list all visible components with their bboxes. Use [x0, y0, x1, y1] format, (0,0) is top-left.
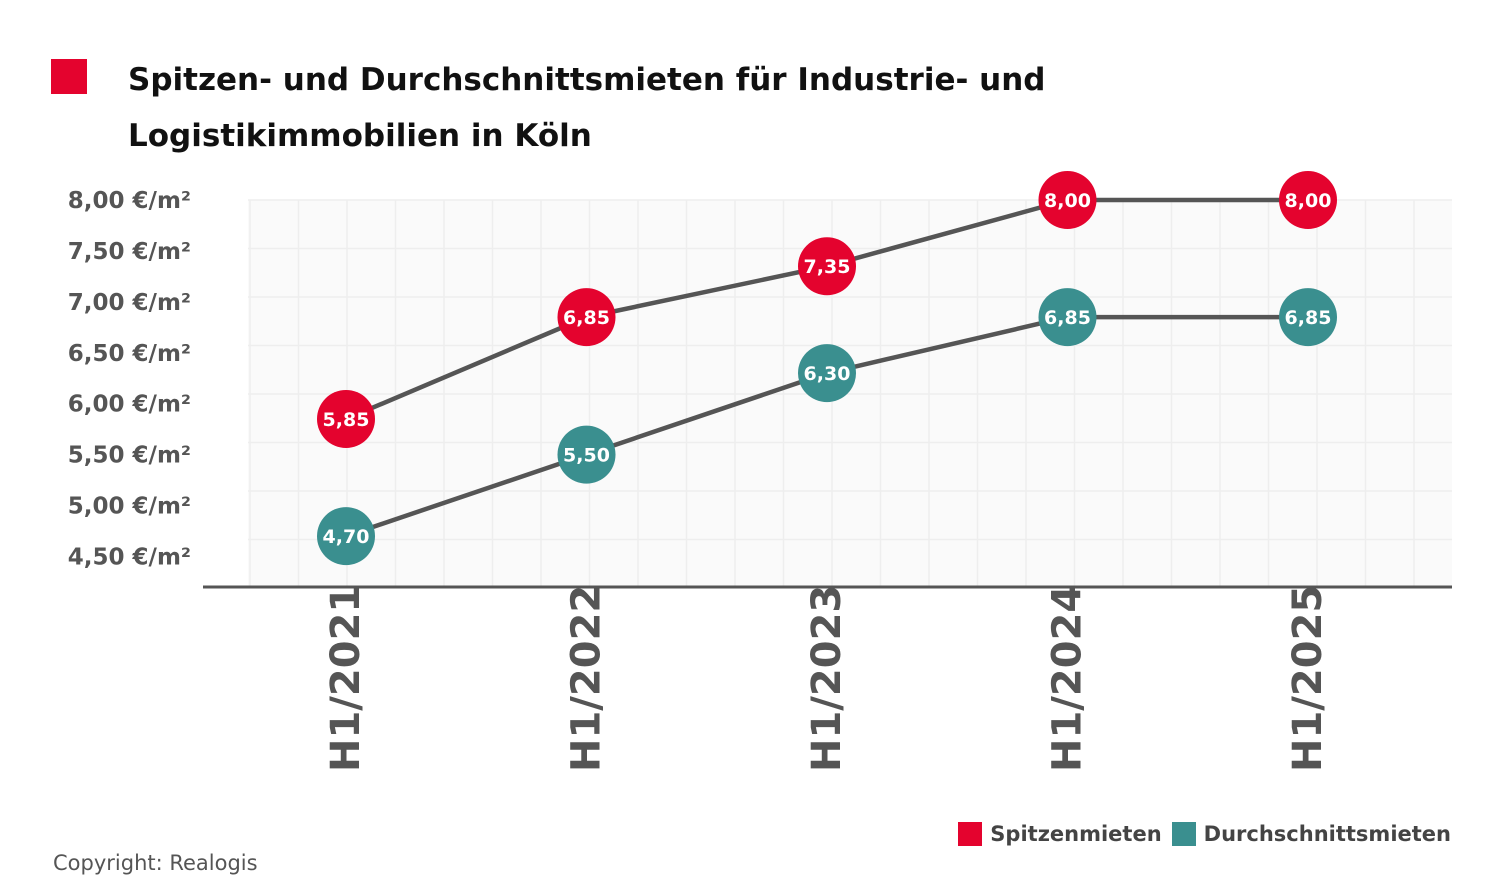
y-tick-label: 4,50 €/m² — [68, 544, 191, 570]
x-tick-label: H1/2025 — [1285, 585, 1331, 772]
data-point-durchschnittsmieten — [798, 344, 856, 403]
data-label-durchschnittsmieten: 6,85 — [1285, 307, 1332, 329]
legend-swatch-spitzenmieten — [958, 822, 983, 846]
title-marker — [51, 59, 87, 94]
data-point-spitzenmieten — [557, 288, 616, 347]
y-tick-label: 7,00 €/m² — [68, 290, 191, 316]
x-tick-label: H1/2021 — [323, 585, 369, 772]
legend-label-spitzenmieten: Spitzenmieten — [990, 822, 1162, 846]
y-tick-label: 5,00 €/m² — [68, 494, 191, 520]
data-label-durchschnittsmieten: 4,70 — [323, 526, 370, 548]
x-tick-label: H1/2024 — [1045, 585, 1091, 772]
y-tick-label: 6,50 €/m² — [68, 341, 191, 367]
data-point-durchschnittsmieten — [317, 507, 375, 566]
data-label-durchschnittsmieten: 6,85 — [1044, 307, 1091, 329]
data-point-durchschnittsmieten — [1038, 288, 1097, 347]
legend-item-spitzenmieten: Spitzenmieten — [958, 822, 1162, 846]
x-tick-label: H1/2023 — [804, 585, 850, 772]
data-point-spitzenmieten — [1038, 171, 1097, 229]
y-tick-label: 5,50 €/m² — [68, 443, 191, 469]
legend-item-durchschnittsmieten: Durchschnittsmieten — [1171, 822, 1451, 846]
data-label-durchschnittsmieten: 5,50 — [563, 445, 610, 467]
data-point-durchschnittsmieten — [1279, 288, 1337, 347]
data-label-spitzenmieten: 8,00 — [1285, 190, 1332, 212]
data-label-spitzenmieten: 5,85 — [323, 409, 370, 431]
data-label-durchschnittsmieten: 6,30 — [804, 363, 851, 385]
copyright: Copyright: Realogis — [53, 851, 258, 875]
data-label-spitzenmieten: 8,00 — [1044, 190, 1091, 212]
x-tick-label: H1/2022 — [564, 585, 610, 772]
legend-swatch-durchschnittsmieten — [1171, 822, 1196, 846]
data-point-spitzenmieten — [317, 389, 375, 448]
data-label-spitzenmieten: 6,85 — [563, 307, 610, 329]
chart-title: Spitzen- und Durchschnittsmieten für Ind… — [128, 62, 1046, 154]
data-point-spitzenmieten — [1279, 171, 1337, 229]
data-point-durchschnittsmieten — [557, 425, 616, 484]
y-tick-label: 7,50 €/m² — [68, 239, 191, 265]
y-tick-label: 8,00 €/m² — [68, 188, 191, 214]
legend: Spitzenmieten Durchschnittsmieten — [958, 822, 1451, 846]
y-tick-label: 6,00 €/m² — [68, 392, 191, 418]
legend-label-durchschnittsmieten: Durchschnittsmieten — [1203, 822, 1451, 846]
data-label-spitzenmieten: 7,35 — [804, 256, 851, 278]
data-point-spitzenmieten — [798, 237, 856, 296]
